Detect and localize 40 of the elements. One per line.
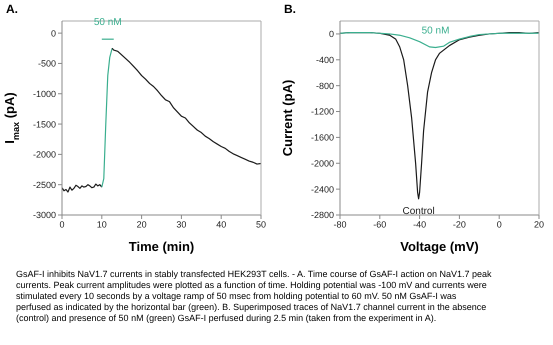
chart-title: A. (6, 2, 18, 16)
x-axis-title: Voltage (mV) (400, 239, 479, 254)
x-tick-label: 20 (136, 219, 147, 230)
y-tick-label: -400 (316, 54, 334, 65)
y-tick-label: -1600 (310, 132, 334, 143)
y-tick-label: -2000 (310, 158, 334, 168)
x-tick-label: -80 (333, 219, 347, 230)
chart-title: B. (284, 2, 296, 16)
y-tick-label: -2000 (32, 150, 56, 160)
x-tick-label: 10 (96, 219, 107, 230)
series-label: 50 nM (94, 17, 122, 28)
y-tick-label: -500 (38, 58, 56, 69)
x-axis-title: Time (min) (128, 239, 194, 254)
x-tick-label: -20 (452, 219, 466, 230)
x-tick-label: -60 (373, 219, 386, 230)
line-series (62, 183, 102, 193)
line-series (101, 48, 113, 188)
y-tick-label: -2800 (310, 210, 334, 220)
y-tick-label: 0 (50, 28, 56, 38)
series-label: Control (402, 206, 435, 217)
x-tick-label: 20 (534, 219, 544, 230)
y-tick-label: -2400 (310, 184, 334, 194)
x-tick-label: 30 (176, 219, 186, 230)
y-tick-label: -3000 (32, 210, 56, 220)
line-series (112, 48, 261, 165)
x-tick-label: 40 (216, 219, 226, 230)
y-tick-label: -2500 (32, 180, 56, 190)
x-tick-label: 0 (496, 219, 502, 230)
y-tick-label: 0 (328, 29, 334, 40)
x-tick-label: 0 (59, 219, 65, 230)
y-tick-label: -1200 (310, 106, 334, 117)
y-tick-label: -800 (316, 80, 334, 91)
text: GsAF-I inhibits NaV1.7 currents in stably transfected HEK293T cells. - A. Time course of GsAF-I action on NaV1.7 peak currents. Peak current amplitudes were plotted as a function of time. Holding potential was -100 mV and currents were stimulated every 10 seconds by a voltage ramp of 50 msec from holding potential to 60 mV. 50 nM GsAF-I was perfused as indicated by the horizontal bar (green). B. Superimposed traces of NaV1.7 channel current in the absence (control) and presence of 50 nM (green) GsAF-I perfused during 2.5 min (taken from the experiment in A). (16, 269, 493, 324)
y-tick-label: -1000 (32, 88, 56, 99)
x-tick-label: -40 (413, 219, 426, 230)
y-axis-title: Current (pA) (280, 80, 295, 156)
x-tick-label: 50 (256, 219, 266, 230)
y-tick-label: -1500 (32, 119, 56, 130)
line-series (340, 32, 539, 48)
series-label: 50 nM (422, 26, 450, 37)
